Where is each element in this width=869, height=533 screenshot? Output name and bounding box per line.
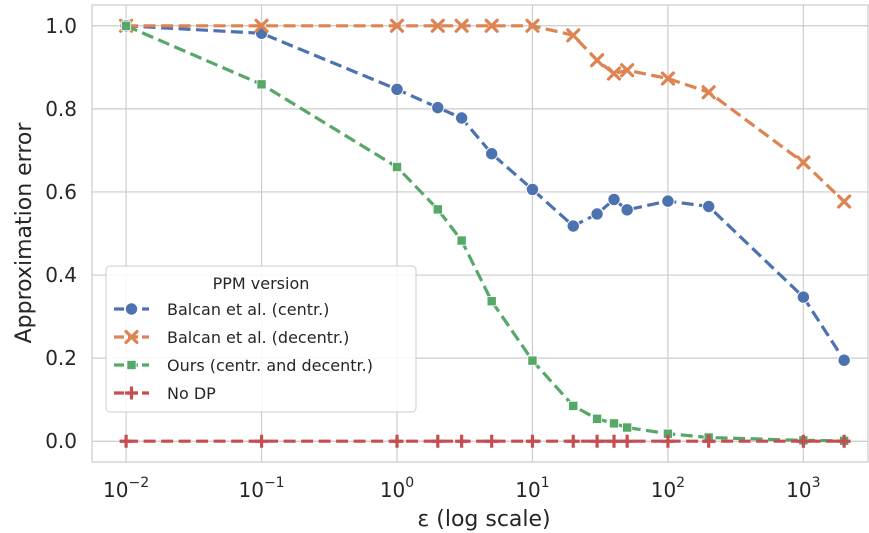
data-point (566, 28, 581, 43)
data-point (837, 194, 852, 209)
legend-title: PPM version (213, 274, 310, 293)
data-point (431, 434, 445, 448)
legend-box (105, 265, 417, 413)
legend: PPM version Balcan et al. (centr.)Balcan… (105, 265, 417, 413)
data-point (484, 147, 499, 161)
data-point (590, 434, 604, 448)
legend-entries: Balcan et al. (centr.) Balcan et al. (dec… (114, 300, 373, 403)
data-point (527, 355, 538, 366)
data-point (796, 290, 811, 304)
series-1 (119, 18, 852, 209)
data-point (702, 434, 716, 448)
x-tick-label: 100 (380, 475, 414, 502)
legend-entry: Balcan et al. (decentr.) (114, 328, 349, 347)
data-point (390, 82, 404, 97)
data-point (430, 18, 445, 33)
data-point (390, 434, 404, 448)
data-point (125, 386, 138, 400)
data-point (837, 353, 851, 367)
data-point (609, 418, 620, 429)
data-point (389, 18, 405, 33)
data-point (837, 434, 851, 448)
data-point (485, 434, 499, 448)
data-point (661, 434, 675, 448)
data-point (620, 203, 634, 217)
data-point (568, 400, 579, 411)
legend-label: Balcan et al. (decentr.) (167, 328, 349, 347)
data-point (484, 18, 499, 33)
data-point (254, 18, 269, 33)
x-axis-label: ε (log scale) (417, 507, 550, 532)
y-axis-label: Approximation error (12, 122, 37, 344)
legend-entry: Ours (centr. and decentr.) (114, 356, 373, 375)
data-point (431, 100, 445, 115)
data-point (126, 359, 137, 370)
data-point (124, 329, 139, 345)
data-point (124, 302, 139, 316)
data-point (796, 434, 810, 448)
data-point (796, 155, 811, 170)
data-point (566, 219, 580, 233)
x-tick-label: 10−1 (239, 475, 285, 502)
y-tick-label: 0.8 (45, 97, 77, 121)
legend-label: Balcan et al. (centr.) (167, 300, 329, 319)
y-tick-label: 0.6 (45, 180, 77, 204)
data-point (589, 53, 605, 68)
y-tick-label: 0.4 (45, 263, 77, 287)
y-tick-label: 0.2 (45, 346, 77, 370)
data-point (660, 71, 676, 86)
data-point (701, 199, 716, 214)
data-point (454, 111, 469, 125)
legend-label: Ours (centr. and decentr.) (167, 356, 373, 375)
data-point (525, 434, 539, 448)
data-point (119, 434, 133, 448)
data-point (590, 207, 604, 221)
series-layer (119, 18, 852, 448)
data-point (255, 434, 269, 448)
data-point (606, 66, 622, 81)
x-axis-ticks: 10−2 10−1 100 101 102 103 (103, 475, 820, 502)
data-point (620, 63, 635, 78)
legend-entry: No DP (114, 384, 216, 403)
data-point (456, 235, 467, 246)
data-point (661, 194, 675, 208)
data-point (392, 162, 403, 173)
y-axis-ticks: 0.0 0.2 0.4 0.6 0.8 1.0 (45, 14, 77, 453)
plot-frame (91, 4, 869, 463)
data-point (486, 296, 497, 307)
data-point (607, 434, 621, 448)
series-line (126, 24, 846, 203)
x-tick-label: 103 (786, 475, 820, 502)
data-point (525, 18, 540, 33)
y-tick-label: 0.0 (45, 429, 77, 453)
data-point (622, 422, 633, 433)
data-point (607, 192, 621, 207)
data-point (525, 182, 540, 197)
x-tick-label: 101 (515, 475, 549, 502)
data-point (701, 85, 716, 100)
data-point (432, 204, 443, 215)
legend-label: No DP (167, 384, 216, 403)
series-3 (119, 434, 851, 448)
data-point (121, 20, 132, 31)
data-point (592, 413, 603, 424)
data-point (620, 434, 634, 448)
data-point (455, 434, 469, 448)
x-tick-label: 10−2 (103, 475, 149, 502)
legend-entry: Balcan et al. (centr.) (114, 300, 329, 319)
data-point (256, 79, 267, 90)
data-point (566, 434, 580, 448)
y-tick-label: 1.0 (45, 14, 77, 38)
x-tick-label: 102 (651, 475, 685, 502)
data-point (454, 18, 469, 33)
